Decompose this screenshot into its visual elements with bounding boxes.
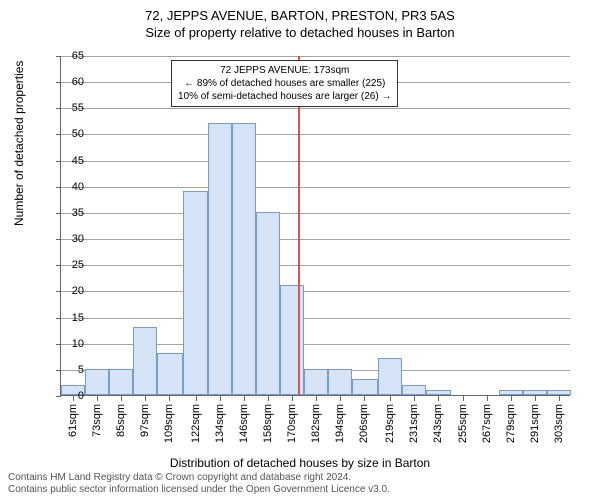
footer-line-1: Contains HM Land Registry data © Crown c… xyxy=(8,472,390,484)
chart-container: 72, JEPPS AVENUE, BARTON, PRESTON, PR3 5… xyxy=(0,0,600,500)
histogram-bar xyxy=(352,379,378,395)
plot-area: 61sqm73sqm85sqm97sqm109sqm122sqm134sqm14… xyxy=(60,56,570,396)
y-tick-label: 40 xyxy=(54,181,84,193)
y-tick-label: 0 xyxy=(54,390,84,402)
info-line: 72 JEPPS AVENUE: 173sqm xyxy=(178,64,391,77)
gridline xyxy=(61,56,570,57)
footer-attribution: Contains HM Land Registry data © Crown c… xyxy=(8,472,390,496)
histogram-bar xyxy=(208,123,232,395)
y-tick-label: 25 xyxy=(54,259,84,271)
histogram-bar xyxy=(85,369,109,395)
y-axis-title: Number of detached properties xyxy=(12,61,26,226)
chart-title: 72, JEPPS AVENUE, BARTON, PRESTON, PR3 5… xyxy=(0,0,600,23)
y-tick-label: 5 xyxy=(54,364,84,376)
y-tick-label: 30 xyxy=(54,233,84,245)
y-tick-label: 15 xyxy=(54,312,84,324)
histogram-bar xyxy=(328,369,352,395)
histogram-bar xyxy=(133,327,157,395)
info-line: 10% of semi-detached houses are larger (… xyxy=(178,90,391,103)
x-tick-label: 61sqm xyxy=(67,404,79,444)
histogram-bar xyxy=(183,191,207,395)
y-tick-label: 45 xyxy=(54,155,84,167)
x-tick-label: 158sqm xyxy=(262,404,274,444)
gridline xyxy=(61,239,570,240)
histogram-bar xyxy=(426,390,450,395)
histogram-bar xyxy=(232,123,256,395)
x-tick-label: 122sqm xyxy=(190,404,202,444)
gridline xyxy=(61,291,570,292)
y-tick-label: 65 xyxy=(54,50,84,62)
y-tick-label: 60 xyxy=(54,76,84,88)
x-tick-label: 231sqm xyxy=(408,404,420,444)
x-tick-label: 291sqm xyxy=(529,404,541,444)
histogram-bar xyxy=(304,369,328,395)
x-tick-label: 206sqm xyxy=(358,404,370,444)
x-tick-label: 243sqm xyxy=(432,404,444,444)
y-tick-label: 35 xyxy=(54,207,84,219)
chart-subtitle: Size of property relative to detached ho… xyxy=(0,23,600,44)
histogram-bar xyxy=(523,390,547,395)
histogram-bar xyxy=(157,353,183,395)
x-axis-title: Distribution of detached houses by size … xyxy=(0,456,600,470)
histogram-bar xyxy=(378,358,402,395)
y-tick-label: 10 xyxy=(54,338,84,350)
info-box: 72 JEPPS AVENUE: 173sqm← 89% of detached… xyxy=(171,60,398,107)
x-tick-label: 255sqm xyxy=(457,404,469,444)
histogram-bar xyxy=(109,369,133,395)
gridline xyxy=(61,318,570,319)
x-tick-label: 109sqm xyxy=(163,404,175,444)
gridline xyxy=(61,265,570,266)
x-tick-label: 219sqm xyxy=(384,404,396,444)
histogram-bar xyxy=(499,390,523,395)
info-line: ← 89% of detached houses are smaller (22… xyxy=(178,77,391,90)
histogram-bar xyxy=(547,390,571,395)
y-tick-label: 20 xyxy=(54,285,84,297)
gridline xyxy=(61,161,570,162)
x-tick-label: 303sqm xyxy=(553,404,565,444)
x-tick-label: 146sqm xyxy=(238,404,250,444)
y-tick-label: 55 xyxy=(54,102,84,114)
footer-line-2: Contains public sector information licen… xyxy=(8,484,390,496)
x-tick-label: 182sqm xyxy=(310,404,322,444)
x-tick-label: 85sqm xyxy=(115,404,127,444)
gridline xyxy=(61,134,570,135)
x-tick-label: 97sqm xyxy=(139,404,151,444)
x-tick-label: 170sqm xyxy=(286,404,298,444)
y-tick-label: 50 xyxy=(54,128,84,140)
x-tick-label: 73sqm xyxy=(91,404,103,444)
x-tick-label: 279sqm xyxy=(505,404,517,444)
histogram-bar xyxy=(256,212,280,395)
histogram-bar xyxy=(402,385,426,395)
x-tick-label: 194sqm xyxy=(334,404,346,444)
gridline xyxy=(61,108,570,109)
gridline xyxy=(61,213,570,214)
gridline xyxy=(61,187,570,188)
x-tick-label: 267sqm xyxy=(481,404,493,444)
x-tick-label: 134sqm xyxy=(214,404,226,444)
histogram-bar xyxy=(280,285,304,395)
